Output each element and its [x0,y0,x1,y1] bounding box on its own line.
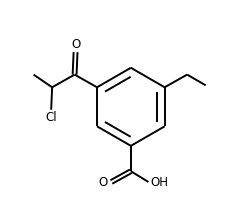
Text: Cl: Cl [45,111,56,124]
Text: O: O [71,38,80,51]
Text: OH: OH [150,176,168,189]
Text: O: O [98,176,108,189]
